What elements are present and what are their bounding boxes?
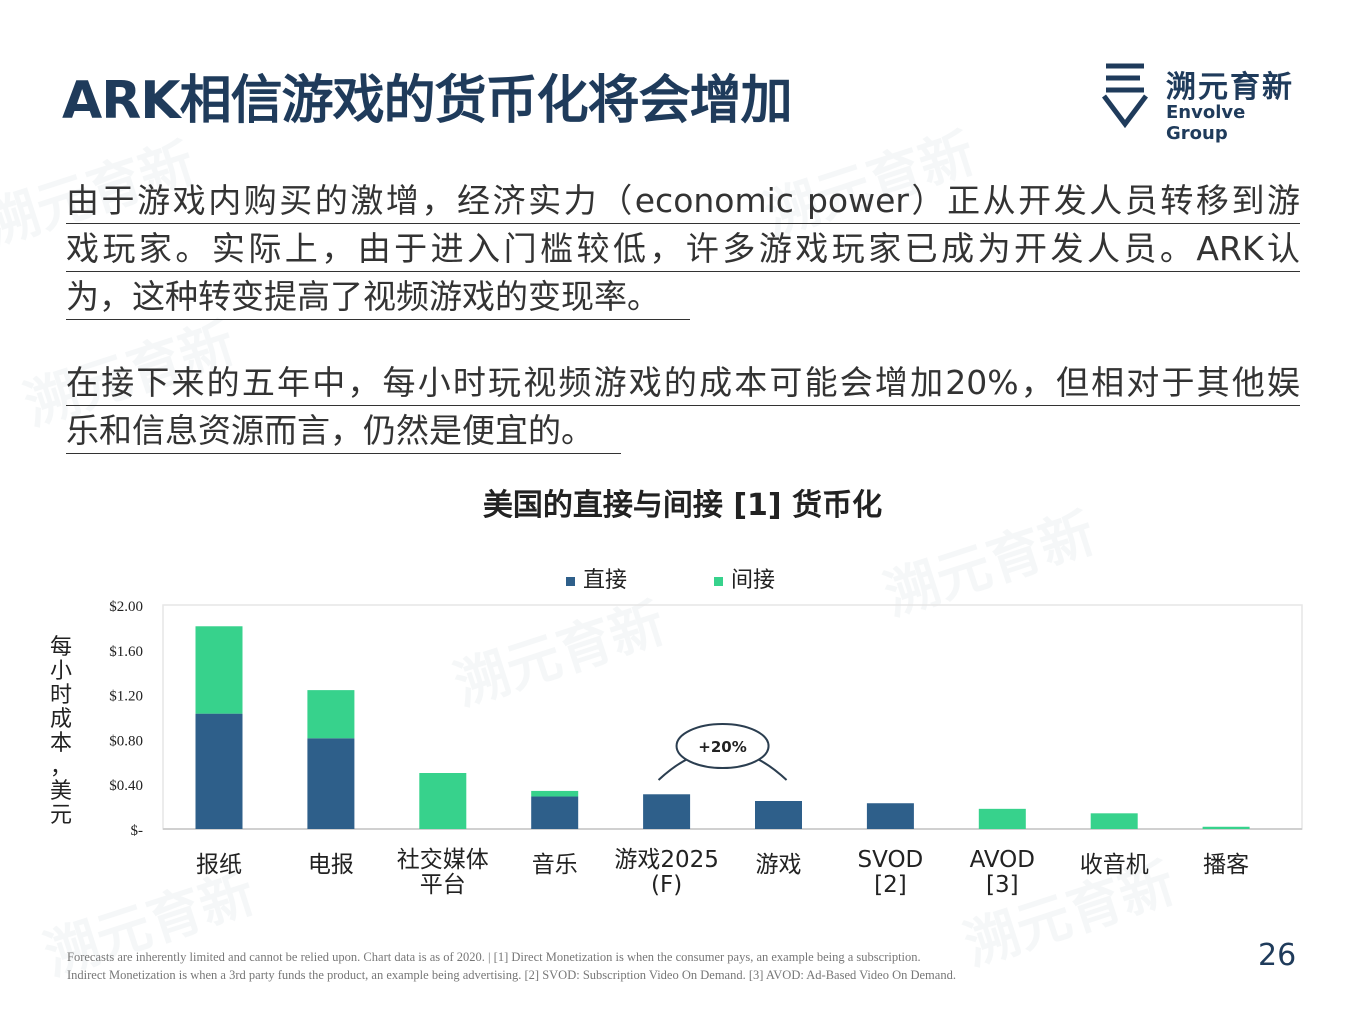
chart-title: 美国的直接与间接 [1] 货币化 <box>482 488 883 523</box>
paragraph-line: 由于游戏内购买的激增，经济实力（economic power）正从开发人员转移到… <box>66 176 1300 224</box>
y-axis-label-char: ， <box>49 755 72 780</box>
x-tick-label: 电报 <box>308 852 354 878</box>
legend-swatch <box>566 576 575 586</box>
bar-segment <box>307 690 355 739</box>
logo: 溯元育新 Envolve Group <box>1100 62 1310 144</box>
logo-chinese-name: 溯元育新 <box>1166 70 1294 105</box>
bar-segment <box>419 773 467 829</box>
y-tick-label: $2.00 <box>109 599 143 615</box>
page-number: 26 <box>1258 938 1297 973</box>
y-axis-label-char: 小 <box>49 659 72 684</box>
annotation-bubble <box>675 723 770 769</box>
bar-segment <box>531 796 579 829</box>
paragraph-line: 为，这种转变提高了视频游戏的变现率。 <box>66 272 690 320</box>
annotation-text: +20% <box>698 738 746 756</box>
bar-segment <box>643 794 691 829</box>
y-axis-label-char: 元 <box>49 803 72 828</box>
y-axis-label-char: 成 <box>49 707 72 732</box>
y-axis-label-char: 本 <box>49 731 72 756</box>
paragraph-line: 戏玩家。实际上，由于进入门槛较低，许多游戏玩家已成为开发人员。ARK认 <box>66 224 1300 272</box>
bar-segment <box>531 790 579 797</box>
legend-label: 间接 <box>731 568 776 593</box>
x-tick-label: [3] <box>986 872 1019 898</box>
y-axis-label: 每小时成本，美元 <box>46 636 76 828</box>
x-tick-label: [2] <box>874 872 907 898</box>
x-tick-label: 平台 <box>420 872 466 898</box>
envolve-logo-icon <box>1102 63 1148 128</box>
footnote-line: Indirect Monetization is when a 3rd part… <box>67 968 956 982</box>
bar-segment <box>1090 813 1138 829</box>
footnote-line: Forecasts are inherently limited and can… <box>67 950 921 964</box>
y-tick-label: $0.80 <box>109 733 143 749</box>
legend-swatch <box>714 576 723 586</box>
legend-label: 直接 <box>583 568 628 593</box>
x-tick-label: 报纸 <box>196 852 242 878</box>
y-tick-label: $0.40 <box>109 778 143 794</box>
y-tick-label: $- <box>131 823 144 839</box>
bar-segment <box>866 803 914 829</box>
bar-segment <box>1202 826 1250 829</box>
x-tick-label: 游戏2025 <box>614 847 719 873</box>
logo-english-name: Envolve Group <box>1166 102 1246 144</box>
x-tick-label: (F) <box>651 872 682 898</box>
bar-segment <box>978 808 1026 829</box>
page-title: ARK相信游戏的货币化将会增加 <box>62 71 793 131</box>
x-tick-label: 收音机 <box>1080 852 1149 878</box>
x-tick-label: 游戏 <box>756 852 802 878</box>
x-tick-label: 播客 <box>1203 852 1249 878</box>
bar-segment <box>195 626 243 714</box>
paragraph-2: 在接下来的五年中，每小时玩视频游戏的成本可能会增加20%，但相对于其他娱 乐和信… <box>66 358 1300 454</box>
y-tick-label: $1.60 <box>109 644 143 660</box>
x-tick-label: AVOD <box>970 847 1035 873</box>
y-axis-label-char: 美 <box>49 779 72 804</box>
bar-segment <box>307 738 355 829</box>
paragraph-line: 乐和信息资源而言，仍然是便宜的。 <box>66 406 621 454</box>
legend-item-indirect: 间接 <box>714 562 775 594</box>
y-tick-label: $1.20 <box>109 689 143 705</box>
y-axis-label-char: 每 <box>49 635 72 660</box>
x-tick-label: 音乐 <box>532 852 578 878</box>
paragraph-1: 由于游戏内购买的激增，经济实力（economic power）正从开发人员转移到… <box>66 176 1300 320</box>
x-tick-label: 社交媒体 <box>397 847 489 873</box>
legend-item-direct: 直接 <box>566 562 627 594</box>
bar-segment <box>755 801 802 829</box>
x-tick-label: SVOD <box>858 847 924 873</box>
paragraph-line: 在接下来的五年中，每小时玩视频游戏的成本可能会增加20%，但相对于其他娱 <box>66 358 1300 406</box>
bar-segment <box>195 713 243 829</box>
footnote: Forecasts are inherently limited and can… <box>67 948 956 984</box>
y-axis-label-char: 时 <box>49 683 72 708</box>
